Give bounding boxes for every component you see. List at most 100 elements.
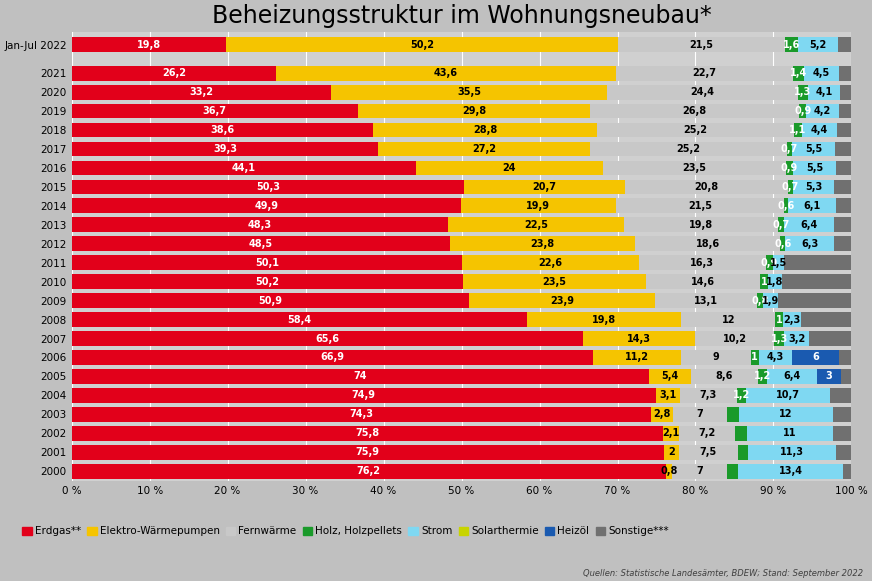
Text: 24: 24 bbox=[502, 163, 516, 173]
Bar bbox=[593, 350, 681, 365]
Text: 5,5: 5,5 bbox=[805, 144, 822, 154]
Bar bbox=[792, 350, 839, 365]
Bar bbox=[655, 293, 757, 308]
Bar bbox=[666, 464, 672, 479]
Text: 5,5: 5,5 bbox=[806, 163, 823, 173]
Text: 11,3: 11,3 bbox=[780, 447, 804, 457]
Bar bbox=[617, 37, 785, 52]
Text: 1,4: 1,4 bbox=[790, 68, 807, 78]
Bar bbox=[786, 160, 793, 175]
Text: 74,3: 74,3 bbox=[350, 410, 373, 419]
Bar bbox=[72, 312, 527, 327]
Text: 2,3: 2,3 bbox=[783, 314, 800, 325]
Bar bbox=[775, 312, 783, 327]
Bar bbox=[766, 255, 773, 270]
Bar bbox=[358, 104, 590, 119]
Bar bbox=[72, 123, 372, 138]
Text: 3,2: 3,2 bbox=[788, 333, 806, 343]
Bar bbox=[739, 464, 843, 479]
Bar bbox=[72, 464, 666, 479]
Text: 0,6: 0,6 bbox=[774, 239, 792, 249]
Bar bbox=[788, 199, 836, 213]
Text: 0,8: 0,8 bbox=[752, 296, 769, 306]
Bar bbox=[72, 331, 583, 346]
Text: 26,8: 26,8 bbox=[683, 106, 707, 116]
Bar bbox=[841, 369, 851, 384]
Text: 48,3: 48,3 bbox=[248, 220, 272, 230]
Bar bbox=[793, 160, 836, 175]
Text: 28,8: 28,8 bbox=[473, 125, 497, 135]
Bar bbox=[680, 388, 737, 403]
Bar bbox=[835, 236, 851, 251]
Text: 66,9: 66,9 bbox=[321, 353, 344, 363]
Text: 6,1: 6,1 bbox=[803, 201, 821, 211]
Bar bbox=[800, 104, 807, 119]
Bar bbox=[468, 293, 655, 308]
Text: 23,5: 23,5 bbox=[682, 163, 706, 173]
Bar bbox=[833, 407, 851, 422]
Bar bbox=[839, 350, 851, 365]
Bar bbox=[785, 255, 851, 270]
Bar bbox=[783, 312, 800, 327]
Legend: Erdgas**, Elektro-Wärmepumpen, Fernwärme, Holz, Holzpellets, Strom, Solarthermie: Erdgas**, Elektro-Wärmepumpen, Fernwärme… bbox=[23, 526, 669, 536]
Bar bbox=[840, 85, 851, 99]
Bar bbox=[787, 142, 792, 156]
Text: 13,4: 13,4 bbox=[779, 466, 802, 476]
Bar bbox=[464, 180, 625, 194]
Text: 7: 7 bbox=[697, 410, 704, 419]
Bar bbox=[807, 104, 839, 119]
Bar bbox=[226, 37, 617, 52]
Bar bbox=[679, 445, 738, 460]
Bar bbox=[450, 236, 636, 251]
Bar bbox=[616, 66, 793, 81]
Bar bbox=[72, 388, 656, 403]
Bar bbox=[608, 85, 798, 99]
Bar bbox=[784, 199, 788, 213]
Text: 3,1: 3,1 bbox=[659, 390, 677, 400]
Text: 1: 1 bbox=[760, 277, 767, 286]
Bar bbox=[372, 123, 597, 138]
Text: 35,5: 35,5 bbox=[457, 87, 481, 97]
Bar bbox=[651, 407, 673, 422]
Text: 75,8: 75,8 bbox=[355, 428, 379, 438]
Bar bbox=[664, 445, 679, 460]
Text: 27,2: 27,2 bbox=[472, 144, 496, 154]
Text: 1,9: 1,9 bbox=[762, 296, 780, 306]
Bar bbox=[636, 236, 780, 251]
Text: 7,2: 7,2 bbox=[698, 428, 716, 438]
Text: 2: 2 bbox=[668, 447, 675, 457]
Bar bbox=[72, 369, 649, 384]
Text: 36,7: 36,7 bbox=[203, 106, 227, 116]
Bar bbox=[679, 426, 735, 441]
Bar bbox=[836, 445, 851, 460]
Text: 48,5: 48,5 bbox=[249, 239, 273, 249]
Text: 25,2: 25,2 bbox=[684, 125, 707, 135]
Text: 0,9: 0,9 bbox=[794, 106, 811, 116]
Bar bbox=[72, 160, 416, 175]
Bar bbox=[638, 255, 766, 270]
Bar bbox=[625, 180, 787, 194]
Text: 76,2: 76,2 bbox=[357, 466, 381, 476]
Text: 1: 1 bbox=[752, 353, 758, 363]
Bar bbox=[760, 274, 768, 289]
Text: 19,8: 19,8 bbox=[689, 220, 713, 230]
Bar bbox=[463, 274, 646, 289]
Text: 4,5: 4,5 bbox=[813, 68, 830, 78]
Text: 38,6: 38,6 bbox=[210, 125, 235, 135]
Text: 20,8: 20,8 bbox=[694, 182, 719, 192]
Text: 24,4: 24,4 bbox=[691, 87, 714, 97]
Bar bbox=[747, 426, 833, 441]
Text: 1,8: 1,8 bbox=[766, 277, 784, 286]
Text: 19,9: 19,9 bbox=[527, 201, 550, 211]
Bar bbox=[695, 331, 774, 346]
Bar bbox=[448, 217, 623, 232]
Bar bbox=[460, 199, 616, 213]
Text: 0,8: 0,8 bbox=[660, 466, 678, 476]
Text: 58,4: 58,4 bbox=[287, 314, 311, 325]
Text: 23,9: 23,9 bbox=[549, 296, 574, 306]
Text: 6,4: 6,4 bbox=[784, 371, 800, 382]
Bar bbox=[798, 37, 838, 52]
Bar bbox=[72, 274, 463, 289]
Bar bbox=[603, 160, 786, 175]
Text: 0,6: 0,6 bbox=[777, 201, 794, 211]
